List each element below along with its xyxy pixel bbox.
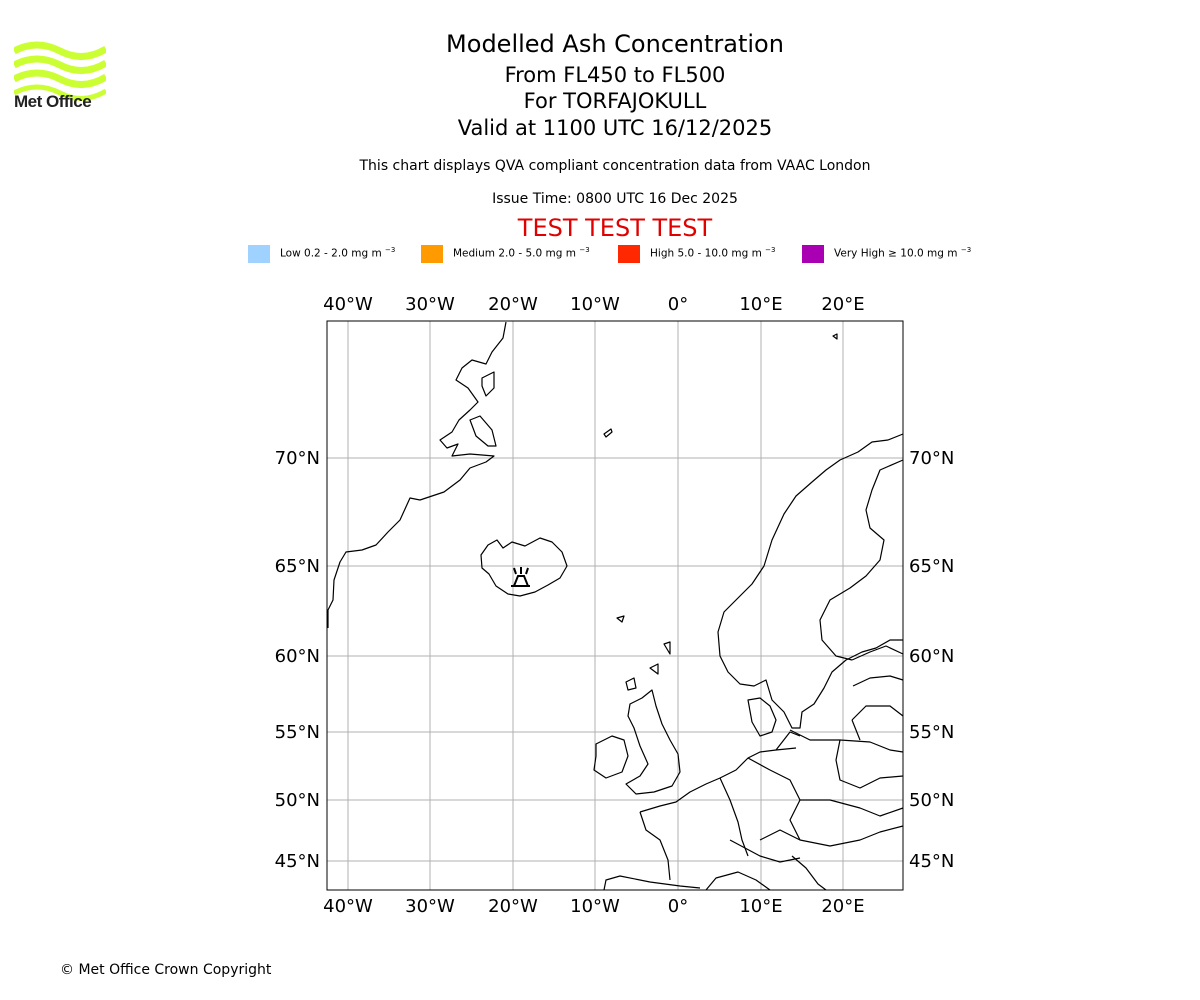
lon-labels-top: 40°W 30°W 20°W 10°W 0° 10°E 20°E (323, 294, 864, 315)
graticule (327, 321, 903, 890)
lon-label: 10°W (570, 294, 620, 315)
lon-label: 20°W (488, 294, 538, 315)
legend-swatch-very-high (802, 245, 824, 263)
lat-label: 70°N (909, 448, 954, 469)
lat-label: 60°N (275, 646, 320, 667)
test-banner: TEST TEST TEST (517, 214, 713, 242)
legend-label-medium: Medium 2.0 - 5.0 mg m −3 (453, 246, 590, 260)
lat-label: 45°N (909, 851, 954, 872)
lat-label: 60°N (909, 646, 954, 667)
lat-label: 65°N (275, 556, 320, 577)
valid-time: Valid at 1100 UTC 16/12/2025 (457, 116, 773, 140)
lon-label: 20°E (821, 294, 864, 315)
lon-label: 10°E (739, 294, 782, 315)
lat-label: 55°N (909, 722, 954, 743)
lon-label: 20°E (821, 896, 864, 917)
volcano-icon (511, 567, 530, 587)
lon-label: 0° (668, 896, 688, 917)
volcano-name: For TORFAJOKULL (523, 89, 707, 113)
lat-label: 50°N (275, 790, 320, 811)
lon-label: 0° (668, 294, 688, 315)
coastlines (327, 321, 904, 891)
legend-label-very-high: Very High ≥ 10.0 mg m −3 (834, 246, 972, 260)
issue-time: Issue Time: 0800 UTC 16 Dec 2025 (492, 191, 738, 207)
lon-label: 40°W (323, 896, 373, 917)
legend-label-low: Low 0.2 - 2.0 mg m −3 (280, 246, 396, 260)
lat-label: 50°N (909, 790, 954, 811)
logo-text: Met Office (14, 92, 92, 111)
lon-label: 10°E (739, 896, 782, 917)
flight-level-range: From FL450 to FL500 (504, 63, 726, 87)
lat-label: 55°N (275, 722, 320, 743)
lon-label: 20°W (488, 896, 538, 917)
info-text: This chart displays QVA compliant concen… (359, 158, 871, 174)
legend-label-high: High 5.0 - 10.0 mg m −3 (650, 246, 776, 260)
lon-labels-bottom: 40°W 30°W 20°W 10°W 0° 10°E 20°E (323, 896, 864, 917)
legend-swatch-low (248, 245, 270, 263)
lat-labels-right: 70°N 65°N 60°N 55°N 50°N 45°N (909, 448, 954, 872)
lat-label: 65°N (909, 556, 954, 577)
lon-label: 30°W (405, 896, 455, 917)
legend-swatch-high (618, 245, 640, 263)
lat-label: 45°N (275, 851, 320, 872)
lon-label: 30°W (405, 294, 455, 315)
legend-swatch-medium (421, 245, 443, 263)
lon-label: 40°W (323, 294, 373, 315)
chart-title: Modelled Ash Concentration (446, 30, 784, 58)
lat-labels-left: 70°N 65°N 60°N 55°N 50°N 45°N (275, 448, 320, 872)
copyright: © Met Office Crown Copyright (60, 962, 272, 978)
map-frame (326, 320, 904, 891)
lon-label: 10°W (570, 896, 620, 917)
lat-label: 70°N (275, 448, 320, 469)
met-office-logo-icon (14, 41, 106, 101)
